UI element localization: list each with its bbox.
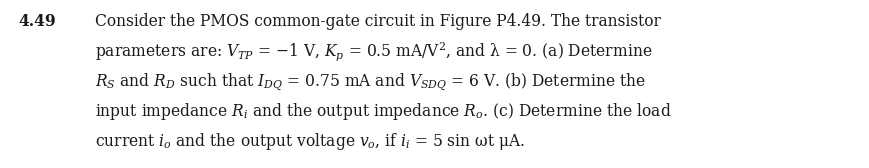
- Text: $R_S$ and $R_D$ such that $I_{DQ}$ = 0.75 mA and $V_{SDQ}$ = 6 V. (b) Determine : $R_S$ and $R_D$ such that $I_{DQ}$ = 0.7…: [95, 71, 646, 93]
- Text: current $i_o$ and the output voltage $v_o$, if $i_i$ = 5 sin ωt μA.: current $i_o$ and the output voltage $v_…: [95, 131, 525, 152]
- Text: parameters are: $V_{TP}$ = −1 V, $K_p$ = 0.5 mA/V$^2$, and λ = 0. (a) Determine: parameters are: $V_{TP}$ = −1 V, $K_p$ =…: [95, 40, 653, 63]
- Text: input impedance $R_i$ and the output impedance $R_o$. (c) Determine the load: input impedance $R_i$ and the output imp…: [95, 101, 672, 122]
- Text: Consider the PMOS common-gate circuit in Figure P4.49. The transistor: Consider the PMOS common-gate circuit in…: [95, 13, 661, 30]
- Text: 4.49: 4.49: [18, 13, 56, 30]
